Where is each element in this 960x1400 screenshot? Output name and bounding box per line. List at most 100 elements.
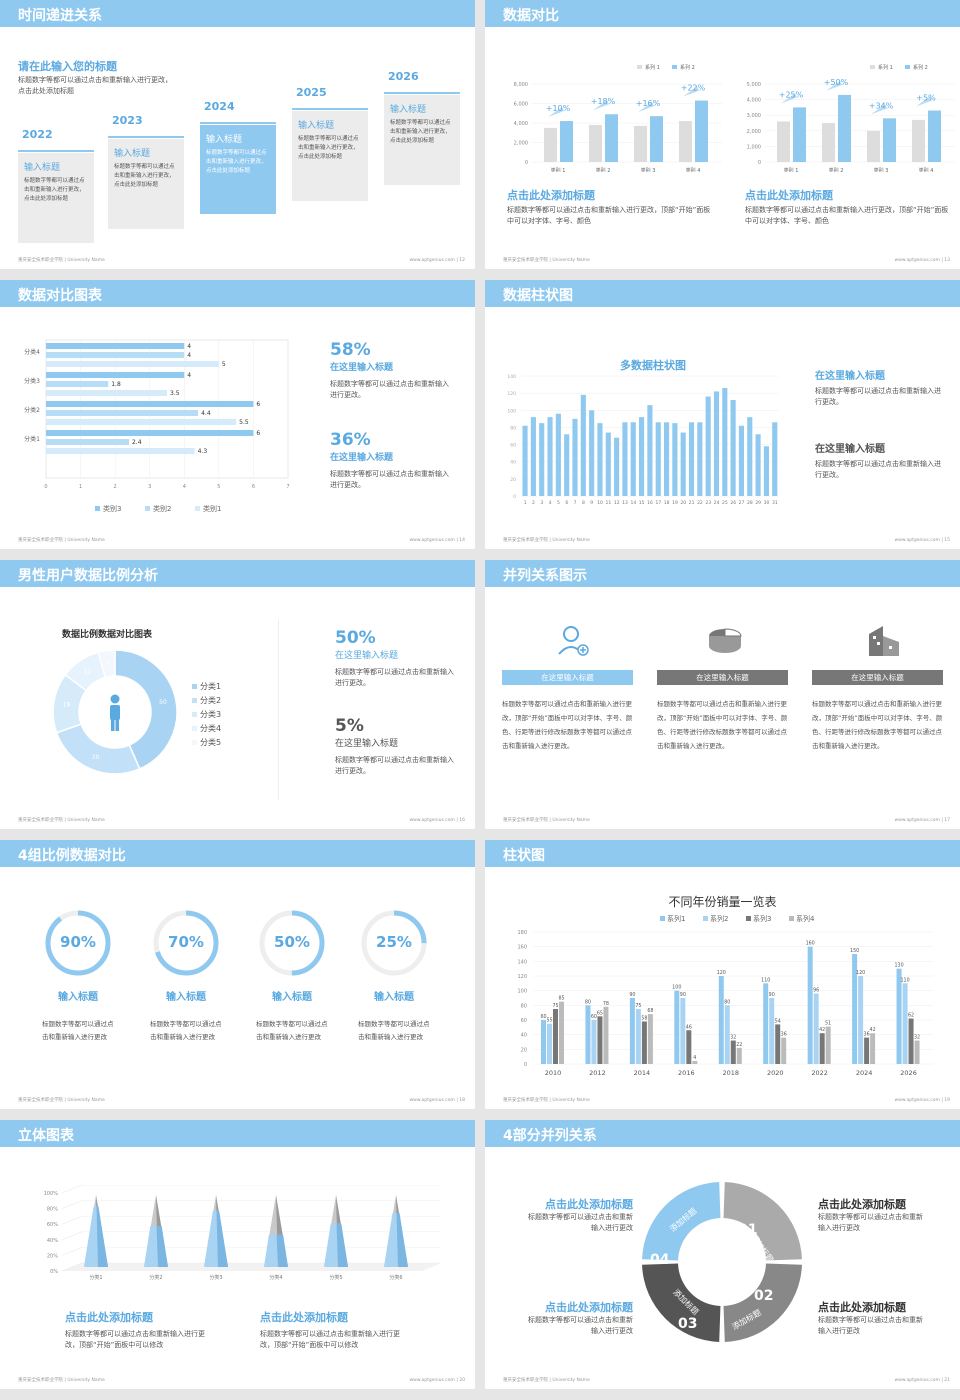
slide-18[interactable]: 4组比例数据对比 90% 输入标题 标题数字等都可以通过点击和重新输入进行更改 … bbox=[0, 840, 475, 1109]
x-tick: 2014 bbox=[634, 1069, 651, 1077]
x-tick: 14 bbox=[630, 500, 636, 506]
footer-left: 重庆安全技术职业学院 | University Name bbox=[18, 1098, 105, 1103]
x-tick: 19 bbox=[672, 500, 678, 506]
bar-value: 3.5 bbox=[170, 390, 180, 397]
x-tick: 18 bbox=[664, 500, 670, 506]
legend-label: 分类4 bbox=[200, 723, 221, 733]
column-text: 标题数字等都可以通过点击和重新输入进行更改，顶部“开始”面板中可以对字体、字号、… bbox=[657, 700, 788, 750]
person-icon bbox=[115, 719, 119, 731]
y-tick: 4,000 bbox=[747, 98, 761, 104]
bar-value: 36 bbox=[781, 1032, 787, 1038]
bar bbox=[763, 983, 769, 1064]
y-tick: 80 bbox=[510, 425, 516, 431]
x-tick: 类别 3 bbox=[874, 167, 889, 172]
slide-21[interactable]: 4部分并列关系 01 02 03 04 添加标题 添加标题 添加标题 添加标题 点击此处添加标… bbox=[485, 1120, 960, 1389]
user-add-icon bbox=[558, 626, 589, 656]
x-tick: 类别 3 bbox=[641, 167, 656, 172]
legend-label: 系列2 bbox=[710, 914, 728, 923]
step-card[interactable]: 输入标题 标题数字等都可以通过点击和重新输入进行更改，点击此处添加标题 bbox=[200, 125, 276, 214]
trend-arrow bbox=[916, 96, 932, 107]
bar-value: 68 bbox=[647, 1008, 653, 1014]
slide-title: 4组比例数据对比 bbox=[18, 848, 126, 864]
segment-01 bbox=[723, 1182, 802, 1261]
x-tick: 0 bbox=[44, 484, 47, 490]
bar-value: 110 bbox=[900, 977, 909, 983]
slide-19[interactable]: 柱状图 不同年份销量一览表 系列1 系列2 系列3 系列4 0 20 40 60 80 100 12… bbox=[485, 840, 960, 1109]
column-label-button[interactable]: 在这里输入标题 bbox=[657, 670, 788, 685]
bar bbox=[819, 1033, 825, 1064]
x-tick: 2020 bbox=[767, 1069, 784, 1077]
step-card[interactable]: 输入标题 标题数字等都可以通过点击和重新输入进行更改，点击此处添加标题 bbox=[384, 95, 460, 185]
column-label-button[interactable]: 在这里输入标题 bbox=[812, 670, 943, 685]
ring-text: 标题数字等都可以通过点击和重新输入进行更改 bbox=[358, 1020, 430, 1041]
cone-fill-shadow bbox=[216, 1210, 228, 1267]
step-card[interactable]: 输入标题 标题数字等都可以通过点击和重新输入进行更改，点击此处添加标题 bbox=[292, 111, 368, 201]
column-label-button[interactable]: 在这里输入标题 bbox=[502, 670, 633, 685]
item-tl: 点击此处添加标题 标题数字等都可以通过点击和重新输入进行更改 bbox=[528, 1198, 633, 1232]
step-card[interactable]: 输入标题 标题数字等都可以通过点击和重新输入进行更改，点击此处添加标题 bbox=[108, 139, 184, 229]
footer-left: 重庆安全技术职业学院 | University Name bbox=[18, 538, 105, 543]
item-tr: 点击此处添加标题 标题数字等都可以通过点击和重新输入进行更改 bbox=[818, 1198, 923, 1232]
category-label: 分类2 bbox=[24, 406, 40, 414]
legend-label: 分类3 bbox=[200, 709, 221, 719]
bar-value: 55 bbox=[546, 1018, 552, 1024]
bar-value: 160 bbox=[806, 941, 815, 947]
footer-left: 重庆安全技术职业学院 | University Name bbox=[503, 1098, 590, 1103]
bar-value: 4.4 bbox=[201, 410, 211, 417]
x-tick: 2 bbox=[532, 500, 535, 506]
desc: 标题数字等都可以通过点击和重新输入进行更改，点击此处添加标题 bbox=[18, 76, 172, 95]
ring-label: 输入标题 bbox=[374, 992, 414, 1003]
step-year: 2023 bbox=[112, 114, 143, 127]
legend-label: 分类2 bbox=[200, 695, 221, 705]
item-1: 在这里输入标题 标题数字等都可以通过点击和重新输入进行更改。 bbox=[815, 371, 941, 406]
bar bbox=[679, 121, 692, 162]
grouped-bar-chart: 系列1 系列2 系列3 系列40204060801001201401601806055… bbox=[517, 914, 933, 1077]
trend-arrow bbox=[826, 80, 842, 91]
bar bbox=[914, 1040, 920, 1064]
slide-12[interactable]: 时间递进关系 请在此输入您的标题 标题数字等都可以通过点击和重新输入进行更改，点… bbox=[0, 0, 475, 269]
legend-swatch bbox=[192, 712, 197, 717]
slide-17[interactable]: 并列关系图示 在这里输入标题 标题数字等都可以通过点击和重新输入进行更改，顶部“… bbox=[485, 560, 960, 829]
y-tick: 120 bbox=[517, 974, 527, 980]
x-tick: 5 bbox=[557, 500, 560, 506]
x-tick: 2024 bbox=[856, 1069, 873, 1077]
bar bbox=[718, 976, 724, 1064]
x-tick: 3 bbox=[540, 500, 543, 506]
stat-2: 5% 在这里输入标题 标题数字等都可以通过点击和重新输入进行更改。 bbox=[335, 716, 454, 775]
x-tick: 分类5 bbox=[329, 1274, 342, 1281]
slide-16[interactable]: 男性用户数据比例分析 数据比例数据对比图表 50 30 18 12 5 分类1 分类2 分类3… bbox=[0, 560, 475, 829]
x-tick: 1 bbox=[79, 484, 82, 490]
bar bbox=[769, 998, 775, 1064]
slide-13[interactable]: 数据对比 0 2,000 4,000 6,000 8,000 系列 1 系列 2 类别 1 +1… bbox=[485, 0, 960, 269]
slide-header: 柱状图 bbox=[485, 840, 960, 867]
slice-value: 18 bbox=[63, 702, 71, 709]
y-tick: 60 bbox=[521, 1018, 527, 1024]
step-year: 2026 bbox=[388, 70, 419, 83]
slide-title: 柱状图 bbox=[503, 848, 545, 864]
bar-value: 5.5 bbox=[239, 419, 249, 426]
slide-title: 并列关系图示 bbox=[503, 568, 587, 584]
bar bbox=[46, 381, 109, 387]
x-tick: 30 bbox=[764, 500, 770, 506]
step-card[interactable]: 输入标题 标题数字等都可以通过点击和重新输入进行更改，点击此处添加标题 bbox=[18, 153, 94, 243]
legend-swatch bbox=[746, 916, 751, 921]
x-tick: 2026 bbox=[900, 1069, 917, 1077]
slide-14[interactable]: 数据对比图表 0 1 2 3 4 5 6 7 分类4 4 4 5 分类3 4 1.8 3.5 分类2 6 4.4 5.… bbox=[0, 280, 475, 549]
bar bbox=[46, 390, 167, 396]
bar bbox=[825, 1026, 831, 1064]
stat-2: 36% 在这里输入标题 标题数字等都可以通过点击和重新输入进行更改。 bbox=[330, 430, 449, 489]
segment-number: 01 bbox=[738, 1222, 757, 1238]
x-tick: 类别 1 bbox=[551, 167, 566, 172]
bar-value: 5 bbox=[222, 361, 226, 368]
legend-label: 系列3 bbox=[753, 914, 771, 923]
legend-label: 系列 2 bbox=[680, 64, 695, 71]
y-tick: 160 bbox=[517, 945, 527, 951]
x-tick: 26 bbox=[730, 500, 736, 506]
slide-20[interactable]: 立体图表 0% 20% 40% 60% 80% 100% 分类1 分类2 分类3 分类4 分类5 分类… bbox=[0, 1120, 475, 1389]
trend-arrow bbox=[638, 102, 654, 113]
slide-15[interactable]: 数据柱状图 多数据柱状图 0 20 40 60 80 100 120 140 1 2 3 4 5 6 7 8 9… bbox=[485, 280, 960, 549]
bar bbox=[585, 1005, 591, 1064]
footer-left: 重庆安全技术职业学院 | University Name bbox=[503, 538, 590, 543]
column bbox=[663, 422, 670, 496]
